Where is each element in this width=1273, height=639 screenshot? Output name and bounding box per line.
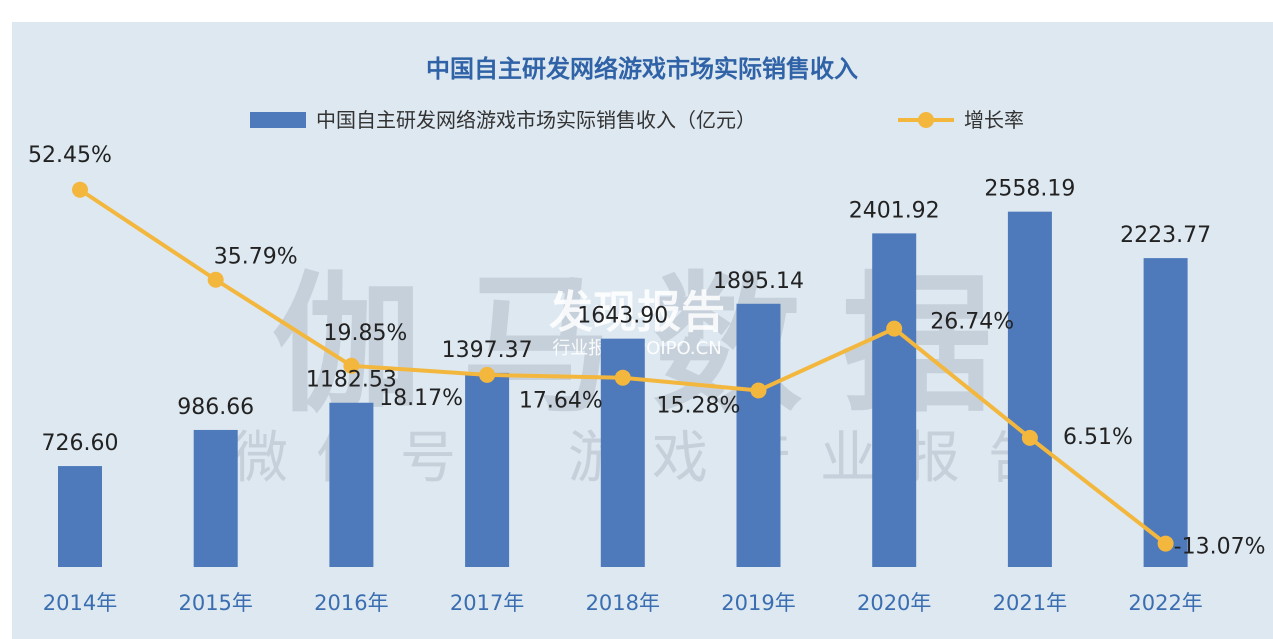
x-tick-label-8: 2022年 bbox=[1128, 591, 1202, 615]
rate-value-label-2: 19.85% bbox=[323, 321, 407, 346]
x-tick-label-5: 2019年 bbox=[721, 591, 795, 615]
rate-value-label-4: 17.64% bbox=[519, 389, 603, 414]
data-labels: 726.60 986.66 1182.53 1397.37 1643.90 1895.14… bbox=[28, 143, 1265, 560]
legend: 中国自主研发网络游戏市场实际销售收入（亿元） 增长率 bbox=[250, 108, 1024, 132]
bar-series bbox=[58, 211, 1188, 568]
bar-value-label-8: 2223.77 bbox=[1120, 223, 1211, 248]
rate-marker-5 bbox=[750, 382, 767, 399]
rate-marker-6 bbox=[886, 320, 903, 337]
bar-value-label-3: 1397.37 bbox=[442, 338, 533, 363]
legend-bar-swatch bbox=[250, 112, 306, 128]
rate-marker-8 bbox=[1157, 535, 1174, 552]
chart-panel: 伽马数据 微信号：游戏产业报告 发现报告 行业报告 IPOIPO.CN 中国自主… bbox=[12, 22, 1273, 639]
x-axis: 2014年 2015年 2016年 2017年 2018年 2019年 2020年 2021年… bbox=[43, 591, 1203, 615]
bar-6 bbox=[872, 233, 917, 568]
rate-marker-1 bbox=[207, 271, 224, 288]
chart-canvas: 伽马数据 微信号：游戏产业报告 发现报告 行业报告 IPOIPO.CN 中国自主… bbox=[28, 55, 1265, 615]
rate-value-label-6: 26.74% bbox=[930, 310, 1014, 335]
x-tick-label-0: 2014年 bbox=[43, 591, 117, 615]
bar-value-label-1: 986.66 bbox=[177, 395, 254, 420]
legend-line-marker bbox=[918, 112, 934, 128]
bar-3 bbox=[465, 372, 510, 567]
rate-value-label-0: 52.45% bbox=[28, 143, 112, 168]
rate-value-label-7: 6.51% bbox=[1063, 425, 1133, 450]
bar-value-label-6: 2401.92 bbox=[849, 198, 940, 223]
legend-line-label: 增长率 bbox=[964, 108, 1024, 132]
rate-marker-3 bbox=[479, 366, 496, 383]
line-series bbox=[72, 181, 1174, 552]
bar-value-label-7: 2558.19 bbox=[984, 177, 1075, 202]
x-tick-label-6: 2020年 bbox=[857, 591, 931, 615]
bar-1 bbox=[193, 429, 238, 567]
x-tick-label-3: 2017年 bbox=[450, 591, 524, 615]
bar-0 bbox=[58, 466, 102, 567]
rate-value-label-8: -13.07% bbox=[1174, 535, 1266, 560]
bar-7 bbox=[1007, 211, 1052, 567]
rate-marker-4 bbox=[614, 369, 631, 386]
bar-5 bbox=[736, 303, 781, 567]
bar-8 bbox=[1143, 258, 1188, 567]
x-tick-label-2: 2016年 bbox=[314, 591, 388, 615]
rate-marker-7 bbox=[1021, 429, 1038, 446]
rate-marker-0 bbox=[72, 181, 88, 198]
x-tick-label-4: 2018年 bbox=[586, 591, 660, 615]
bar-value-label-5: 1895.14 bbox=[713, 269, 804, 294]
rate-marker-2 bbox=[343, 357, 360, 374]
legend-bar-label: 中国自主研发网络游戏市场实际销售收入（亿元） bbox=[316, 108, 756, 132]
rate-value-label-1: 35.79% bbox=[214, 245, 298, 270]
bar-2 bbox=[329, 402, 374, 567]
x-tick-label-7: 2021年 bbox=[993, 591, 1067, 615]
x-tick-label-1: 2015年 bbox=[178, 591, 252, 615]
chart-title: 中国自主研发网络游戏市场实际销售收入 bbox=[426, 55, 858, 83]
bar-value-label-4: 1643.90 bbox=[577, 304, 668, 329]
watermark-logo: 发现报告 bbox=[549, 287, 725, 338]
rate-value-label-3: 18.17% bbox=[379, 386, 463, 411]
bar-value-label-0: 726.60 bbox=[42, 431, 119, 456]
bar-value-label-2: 1182.53 bbox=[306, 368, 397, 393]
rate-value-label-5: 15.28% bbox=[657, 393, 741, 418]
